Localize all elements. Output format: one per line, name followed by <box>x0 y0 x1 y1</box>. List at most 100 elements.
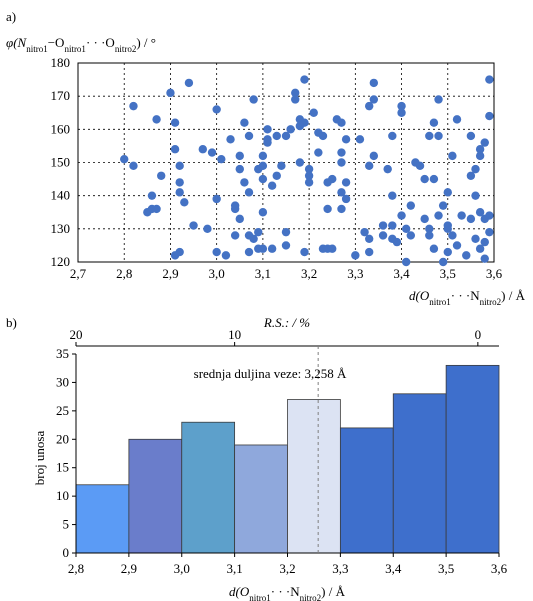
histogram-y-tick-label: 35 <box>56 346 69 361</box>
scatter-y-tick-label: 160 <box>51 121 71 136</box>
x-label-sub1: nitro1 <box>429 297 451 307</box>
scatter-x-tick-label: 2,9 <box>162 266 178 281</box>
scatter-point <box>240 178 249 187</box>
scatter-point <box>369 151 379 161</box>
scatter-point <box>240 118 249 127</box>
scatter-point <box>258 161 268 171</box>
top-axis-label: R.S.: / % <box>263 315 310 330</box>
x-label-post: ) / Å <box>501 288 525 303</box>
histogram-y-tick-label: 0 <box>63 545 70 560</box>
scatter-point <box>207 148 217 157</box>
scatter-point <box>378 221 388 230</box>
histogram-bars <box>75 364 500 554</box>
scatter-point <box>434 95 443 104</box>
scatter-y-tick-label: 140 <box>51 188 71 203</box>
histogram-y-tick-label: 5 <box>63 517 70 532</box>
scatter-point <box>341 194 351 204</box>
histogram-y-tick-label: 20 <box>56 431 69 446</box>
scatter-point <box>295 158 305 167</box>
scatter-x-tick-label: 3,1 <box>255 266 271 281</box>
scatter-x-tick-label: 3,3 <box>347 266 363 281</box>
scatter-point <box>244 131 254 141</box>
scatter-point <box>323 204 332 214</box>
scatter-point <box>258 244 268 253</box>
histogram-bar <box>128 438 183 554</box>
scatter-point <box>392 237 402 247</box>
scatter-point <box>429 244 439 253</box>
scatter-point <box>355 135 365 144</box>
top-axis-tick-label: 0 <box>475 327 482 342</box>
top-axis-tick-label: 10 <box>228 327 241 342</box>
scatter-point <box>129 101 138 111</box>
scatter-point <box>388 191 397 200</box>
scatter-point <box>291 88 300 98</box>
scatter-point <box>304 171 314 180</box>
scatter-points <box>120 75 494 267</box>
x-label-sub2: nitro2 <box>480 297 502 307</box>
scatter-point <box>425 131 434 141</box>
scatter-y-tick-label: 130 <box>51 221 71 236</box>
scatter-x-axis-label: d(Onitro1· · ·Nnitro2) / Å <box>409 288 526 307</box>
scatter-point <box>157 171 166 180</box>
scatter-point <box>152 115 161 124</box>
scatter-point <box>147 191 157 200</box>
scatter-point <box>281 241 291 250</box>
scatter-point <box>397 211 406 220</box>
scatter-point <box>462 251 471 260</box>
scatter-x-tick-label: 3,0 <box>209 266 225 281</box>
scatter-point <box>388 131 397 141</box>
scatter-point <box>244 188 254 197</box>
scatter-point <box>304 164 314 174</box>
scatter-point <box>401 257 411 267</box>
scatter-point <box>309 108 318 117</box>
scatter-point <box>281 131 291 141</box>
histogram-x-tick-label: 3,4 <box>385 561 402 576</box>
histogram-bar <box>287 399 341 554</box>
scatter-point <box>485 211 494 220</box>
histogram-x-tick-label: 2,8 <box>68 561 84 576</box>
scatter-point <box>166 88 175 98</box>
histogram-y-axis-label: broj unosa <box>32 431 47 486</box>
histogram-x-tick-label: 3,5 <box>438 561 454 576</box>
scatter-point <box>475 145 485 154</box>
y-label-sub2: nitro1 <box>64 44 86 54</box>
scatter-point <box>272 131 281 141</box>
hx-label-sub2: nitro2 <box>300 593 322 601</box>
scatter-point <box>471 234 480 243</box>
histogram-x-tick-label: 3,1 <box>227 561 243 576</box>
scatter-plot-frame <box>77 62 495 263</box>
scatter-point <box>328 244 337 253</box>
scatter-point <box>258 151 268 161</box>
scatter-point <box>212 194 221 204</box>
scatter-point <box>318 131 328 141</box>
x-label-pre: d(O <box>409 288 430 303</box>
scatter-x-ticks: 2,7 2,8 2,9 3,0 3,1 3,2 3,3 3,4 3,5 3,6 <box>70 266 503 281</box>
scatter-point <box>175 247 184 257</box>
scatter-point <box>443 188 452 197</box>
scatter-point <box>425 231 434 240</box>
scatter-point <box>480 138 489 147</box>
scatter-point <box>397 108 406 117</box>
scatter-x-tick-label: 3,2 <box>301 266 317 281</box>
scatter-point <box>129 161 138 171</box>
histogram-x-tick-label: 2,9 <box>121 561 137 576</box>
scatter-point <box>434 211 443 220</box>
scatter-point <box>230 231 240 240</box>
scatter-x-tick-label: 3,4 <box>393 266 410 281</box>
scatter-point <box>388 221 397 230</box>
scatter-point <box>272 171 281 180</box>
scatter-point <box>203 224 212 234</box>
histogram-x-ticks: 2,8 2,9 3,0 3,1 3,2 3,3 3,4 3,5 3,6 <box>68 553 508 576</box>
scatter-point <box>365 161 374 171</box>
scatter-point <box>180 198 189 207</box>
scatter-point <box>341 178 351 187</box>
scatter-point <box>480 254 489 263</box>
histogram-panel: b) R.S.: / % 20 10 0 0 5 10 15 20 25 30 35 2,8 2,9… <box>6 315 508 601</box>
scatter-point <box>281 227 291 237</box>
histogram-bar <box>339 427 394 554</box>
x-label-mid: · · ·N <box>451 288 480 303</box>
scatter-point <box>235 164 244 174</box>
scatter-point <box>212 247 221 257</box>
scatter-point <box>420 214 429 224</box>
scatter-point <box>235 214 244 224</box>
